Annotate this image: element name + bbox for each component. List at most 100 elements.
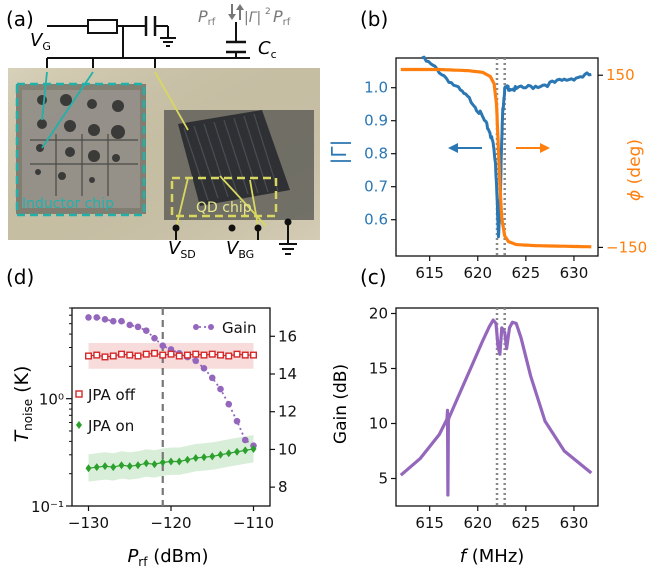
svg-text:|Γ|: |Γ| (244, 10, 261, 26)
qd-chip-lines (183, 113, 279, 201)
d-off-point (84, 352, 92, 360)
c-xtick-label: 615 (415, 514, 444, 532)
d-xtick-label: −110 (233, 514, 274, 532)
d-on-point (151, 460, 158, 469)
d-on-point (217, 450, 224, 459)
b-series-right (400, 67, 592, 249)
d-off-point (150, 349, 158, 357)
panel-b-plot: 615 620 625 630 0.6 0.7 0.8 0.9 1.0 −150 150 (364, 55, 647, 282)
qd-chip-outline (170, 176, 278, 218)
c-xtick-label: 620 (463, 514, 492, 532)
d-xlabel: Prf (dBm) (127, 546, 208, 569)
ground-icon (160, 37, 176, 47)
c-xtick-label: 625 (512, 514, 541, 532)
b-ytick-right-label: −150 (606, 238, 647, 256)
panel-d: (d) −130 −120 −110 10⁰ 10⁻¹ 8 10 12 14 16 Gain JPA … (6, 265, 297, 569)
inductor-chip-label: Inductor chip (22, 196, 114, 212)
d-ytick-right-label: 16 (278, 327, 297, 345)
d-ylabel-left: Tnoise (K) (11, 366, 35, 443)
d-on-point (168, 457, 174, 466)
d-on-point (118, 461, 125, 470)
d-gain-point (159, 342, 167, 350)
vg-label: VG (30, 30, 51, 53)
d-gain-point (142, 327, 150, 334)
d-xtick-label: −130 (68, 514, 109, 532)
c-ytick-label: 15 (369, 360, 388, 378)
d-off-point (225, 352, 233, 360)
circuit-wires (46, 22, 250, 72)
d-on-point (250, 444, 257, 453)
d-gain-point (126, 321, 134, 329)
d-ytick-left-label: 10⁻¹ (31, 498, 64, 516)
panel-c: (c) 615 620 625 630 5 10 15 20 Gain (dB) f (MHz… (331, 265, 599, 567)
d-ytick-right-label: 12 (278, 403, 297, 421)
panel-a: (a) (6, 4, 320, 261)
panel-d-label: (d) (6, 265, 34, 289)
d-legend-on-label: JPA on (87, 417, 134, 435)
panel-c-plot: 615 620 625 630 5 10 15 20 (369, 305, 599, 532)
gate-resistor (87, 19, 118, 34)
d-off-point (159, 351, 167, 359)
d-gain-point (225, 400, 233, 408)
svg-text:Prf: Prf (198, 7, 216, 28)
b-arrow-left-head (448, 143, 458, 153)
b-ytick-left-label: 0.6 (364, 211, 388, 229)
d-gain-point (208, 374, 216, 382)
d-gain-point (241, 436, 249, 444)
d-on-point (209, 452, 216, 461)
b-ylabel-left: |Γ| (327, 140, 351, 165)
d-on-point (102, 462, 108, 471)
vbg-label: VBG (226, 238, 254, 261)
d-off-point (167, 350, 175, 358)
c-gain-line (399, 318, 593, 497)
qd-chip-label: QD chip (196, 200, 252, 216)
d-ytick-right-label: 8 (278, 478, 288, 496)
d-gain-point (109, 317, 117, 325)
b-xtick-label: 620 (463, 264, 492, 282)
d-gain-point (233, 417, 241, 425)
d-on-point (192, 454, 199, 463)
c-xtick-label: 630 (560, 514, 589, 532)
d-on-point (242, 446, 249, 455)
cc-label: Cc (258, 38, 277, 61)
c-xlabel: f (MHz) (460, 546, 525, 567)
coupling-capacitor-symbol (144, 16, 246, 54)
b-ylabel-right: ϕ (deg) (625, 139, 645, 201)
d-off-point (192, 350, 200, 358)
b-ytick-left-label: 1.0 (364, 79, 388, 97)
d-on-point (143, 459, 150, 468)
b-xtick-label: 615 (415, 264, 444, 282)
device-photo (8, 68, 320, 240)
d-gain-point (217, 385, 224, 393)
c-ylabel: Gain (dB) (331, 364, 351, 444)
d-ytick-right-label: 14 (278, 365, 297, 383)
d-off-point (216, 351, 224, 359)
d-off-point (101, 353, 109, 361)
d-off-point (134, 352, 142, 360)
b-ytick-left-label: 0.8 (364, 145, 388, 163)
d-gain-point (118, 317, 125, 325)
qd-wirebonds (154, 71, 267, 229)
d-on-point (201, 453, 207, 462)
d-legend-off-marker (75, 390, 83, 398)
d-gain-point (134, 323, 142, 331)
d-ytick-left-label: 10⁰ (39, 391, 64, 409)
d-off-point (126, 351, 134, 359)
rf-direction-arrows (228, 4, 244, 20)
d-off-point (233, 350, 241, 358)
b-arrow-right-head (540, 143, 550, 153)
b-ytick-left-label: 0.7 (364, 178, 388, 196)
d-on-point (184, 455, 191, 464)
d-off-point (200, 351, 208, 359)
d-gain-point (93, 314, 101, 321)
d-gain-point (151, 334, 158, 342)
panel-b-label: (b) (360, 7, 388, 31)
d-on-point (93, 463, 100, 472)
b-series-left (421, 55, 592, 239)
d-off-point (208, 350, 216, 358)
b-ytick-right-label: 150 (606, 66, 635, 84)
d-off-point (175, 352, 183, 360)
d-on-point (126, 462, 133, 471)
b-xtick-label: 630 (560, 264, 589, 282)
